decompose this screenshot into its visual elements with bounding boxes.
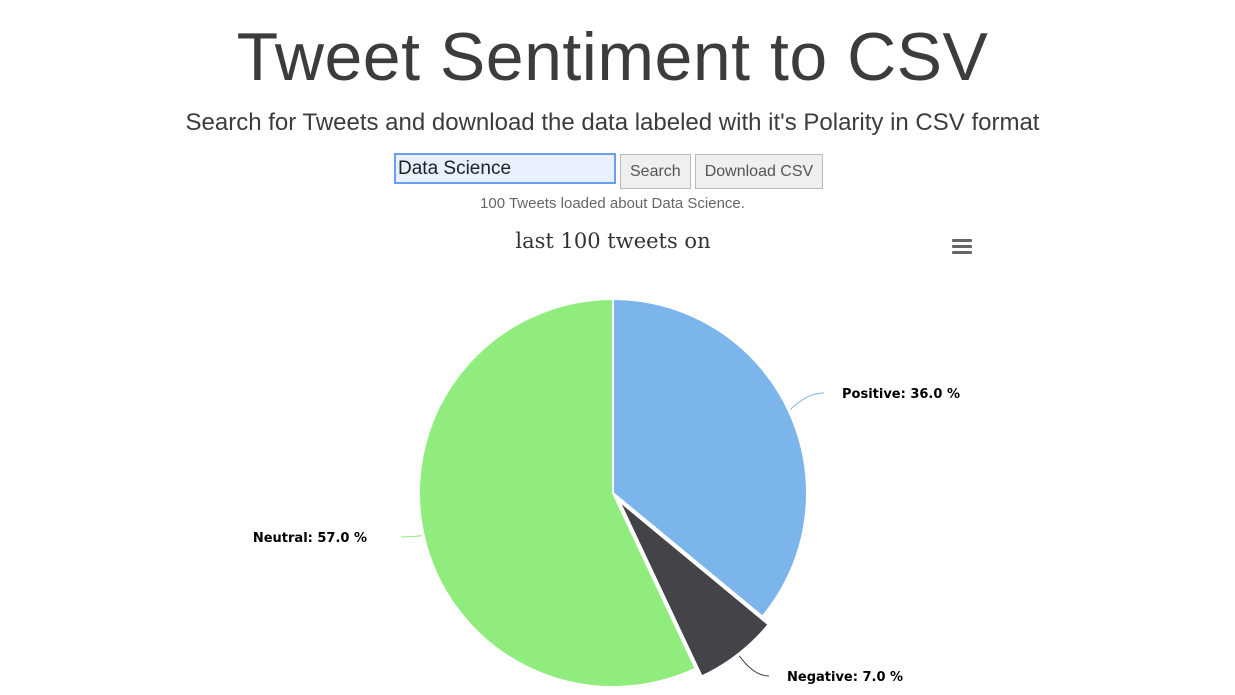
pie-slice-neutral[interactable] [418, 297, 697, 688]
data-label-positive: Positive: 36.0 % [842, 387, 960, 402]
connector-negative [738, 655, 770, 677]
page-subtitle: Search for Tweets and download the data … [185, 109, 1040, 136]
data-label-negative: Negative: 7.0 % [787, 670, 903, 685]
hamburger-menu-icon[interactable] [951, 238, 973, 256]
status-text: 100 Tweets loaded about Data Science. [480, 195, 745, 212]
download-csv-button[interactable]: Download CSV [694, 154, 824, 189]
connector-neutral [400, 535, 422, 538]
page-title: Tweet Sentiment to CSV [236, 19, 989, 95]
search-input[interactable] [394, 153, 616, 184]
search-button[interactable]: Search [620, 154, 691, 189]
chart-title: last 100 tweets on [515, 229, 710, 253]
pie-slice-positive[interactable] [612, 297, 808, 619]
sentiment-pie-chart: last 100 tweets on Positive: 36.0 % Negat… [253, 229, 973, 688]
pie-slice-negative[interactable] [618, 500, 771, 678]
connector-positive [789, 392, 825, 410]
search-controls: Search Download CSV [394, 153, 824, 189]
data-label-neutral: Neutral: 57.0 % [253, 531, 367, 546]
